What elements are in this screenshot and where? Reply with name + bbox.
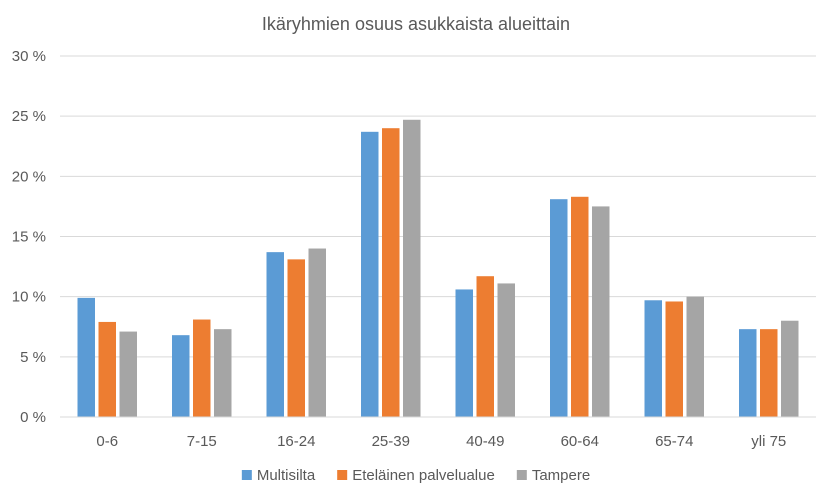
- legend-label: Tampere: [532, 467, 590, 484]
- bars: [77, 119, 799, 417]
- y-tick-label: 20 %: [12, 168, 46, 185]
- legend-label: Eteläinen palvelualue: [352, 467, 495, 484]
- y-tick-label: 30 %: [12, 48, 46, 65]
- bar-eteläinen-palvelualue-0-6: [98, 321, 116, 417]
- chart-title: Ikäryhmien osuus asukkaista alueittain: [262, 14, 570, 34]
- x-axis-ticks: 0-6 7-15 16-24 25-39 40-49 60-64 65-74 yli 75: [96, 433, 786, 450]
- x-tick-label: 0-6: [96, 433, 118, 450]
- x-tick-label: 7-15: [187, 433, 217, 450]
- y-tick-label: 5 %: [20, 349, 46, 366]
- bar-tampere-60-64: [592, 206, 610, 417]
- legend-swatch: [241, 470, 252, 480]
- legend-swatch: [516, 470, 527, 480]
- bar-multisilta-65-74: [644, 300, 662, 417]
- bar-tampere-25-39: [403, 119, 421, 417]
- x-tick-label: yli 75: [751, 433, 786, 450]
- bar-eteläinen-palvelualue-16-24: [287, 259, 305, 417]
- bar-eteläinen-palvelualue-yli-75: [760, 329, 778, 417]
- bar-eteläinen-palvelualue-65-74: [665, 301, 683, 417]
- bar-tampere-7-15: [214, 329, 232, 417]
- bar-tampere-0-6: [119, 331, 137, 417]
- bar-tampere-16-24: [308, 248, 326, 417]
- bar-tampere-65-74: [686, 296, 704, 417]
- bar-eteläinen-palvelualue-25-39: [382, 128, 400, 417]
- y-tick-label: 25 %: [12, 108, 46, 125]
- bar-eteläinen-palvelualue-60-64: [571, 196, 589, 417]
- legend-item: Tampere: [516, 467, 590, 484]
- bar-multisilta-60-64: [550, 199, 568, 417]
- x-tick-label: 40-49: [466, 433, 504, 450]
- bar-multisilta-16-24: [266, 252, 284, 417]
- x-tick-label: 25-39: [372, 433, 410, 450]
- y-tick-label: 15 %: [12, 229, 46, 246]
- bar-tampere-40-49: [497, 283, 515, 417]
- bar-eteläinen-palvelualue-7-15: [193, 319, 211, 417]
- bar-tampere-yli-75: [781, 320, 799, 417]
- x-tick-label: 60-64: [561, 433, 599, 450]
- y-axis-ticks: 0 % 5 % 10 % 15 % 20 % 25 % 30 %: [12, 48, 46, 426]
- legend-item: Eteläinen palvelualue: [337, 467, 495, 484]
- x-tick-label: 16-24: [277, 433, 315, 450]
- legend: Multisilta Eteläinen palvelualue Tampere: [241, 467, 590, 484]
- y-tick-label: 0 %: [20, 409, 46, 426]
- x-tick-label: 65-74: [655, 433, 693, 450]
- y-tick-label: 10 %: [12, 289, 46, 306]
- bar-multisilta-25-39: [361, 131, 379, 417]
- bar-multisilta-0-6: [77, 297, 95, 417]
- bar-multisilta-7-15: [172, 335, 190, 417]
- legend-item: Multisilta: [241, 467, 316, 484]
- bar-eteläinen-palvelualue-40-49: [476, 276, 494, 417]
- legend-label: Multisilta: [257, 467, 316, 484]
- bar-multisilta-40-49: [455, 289, 473, 417]
- bar-multisilta-yli-75: [739, 329, 757, 417]
- legend-swatch: [337, 470, 348, 480]
